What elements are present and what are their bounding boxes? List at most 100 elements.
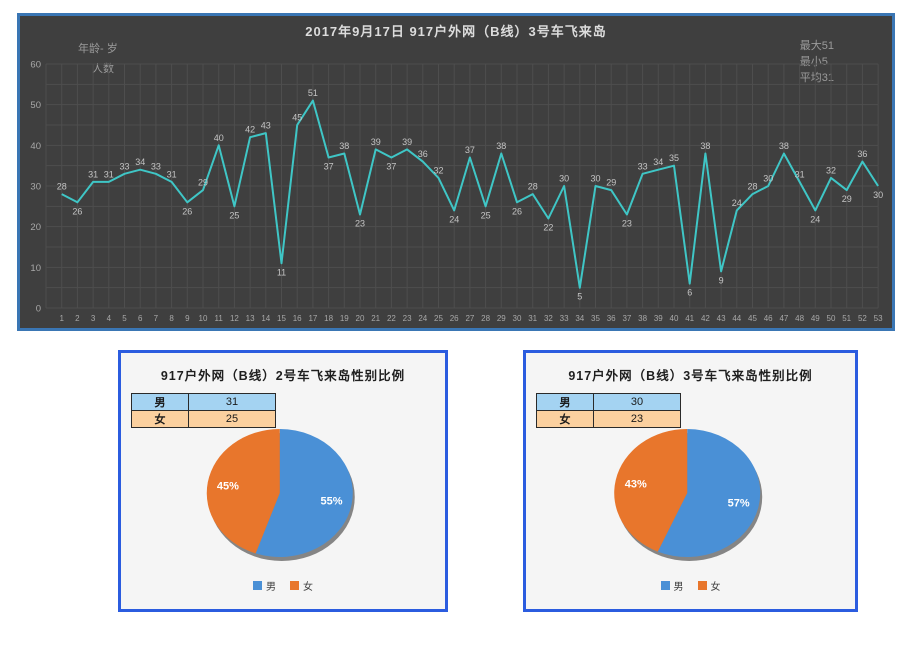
legend-item-female: 女 xyxy=(290,578,313,593)
svg-text:38: 38 xyxy=(496,141,506,151)
legend-female-label: 女 xyxy=(303,582,313,593)
table-row-male: 男 30 xyxy=(536,393,681,411)
svg-text:35: 35 xyxy=(669,153,679,163)
svg-text:29: 29 xyxy=(198,178,208,188)
stat-min: 最小5 xyxy=(799,56,828,68)
svg-text:43%: 43% xyxy=(625,479,647,491)
female-value-cell: 25 xyxy=(188,410,276,428)
svg-text:17: 17 xyxy=(308,314,317,323)
svg-text:35: 35 xyxy=(591,314,600,323)
svg-text:34: 34 xyxy=(575,314,584,323)
male-value-cell: 31 xyxy=(188,393,276,411)
pie-bus2-title: 917户外网（B线）2号车飞来岛性别比例 xyxy=(160,369,406,383)
svg-text:33: 33 xyxy=(119,161,129,171)
table-row-female: 女 23 xyxy=(536,410,681,428)
svg-text:24: 24 xyxy=(449,214,459,224)
svg-text:23: 23 xyxy=(403,314,412,323)
svg-text:30: 30 xyxy=(513,314,522,323)
svg-text:13: 13 xyxy=(246,314,255,323)
female-swatch-icon xyxy=(290,581,299,590)
svg-text:14: 14 xyxy=(261,314,270,323)
svg-text:37: 37 xyxy=(465,145,475,155)
male-swatch-icon xyxy=(253,581,262,590)
svg-text:5: 5 xyxy=(122,314,127,323)
svg-text:40: 40 xyxy=(30,141,41,152)
svg-text:55%: 55% xyxy=(321,496,343,508)
svg-text:7: 7 xyxy=(154,314,159,323)
svg-text:37: 37 xyxy=(622,314,631,323)
pie-bus3-table: 男 30 女 23 xyxy=(536,393,681,428)
female-label-cell: 女 xyxy=(536,410,594,428)
svg-text:11: 11 xyxy=(215,314,224,323)
svg-text:22: 22 xyxy=(387,314,396,323)
svg-text:19: 19 xyxy=(340,314,349,323)
svg-text:15: 15 xyxy=(277,314,286,323)
pie-panel-bus2: 55% 45% 917户外网（B线）2号车飞来岛性别比例 男 31 女 25 男 … xyxy=(118,350,448,612)
svg-text:6: 6 xyxy=(138,314,143,323)
line-chart-title: 2017年9月17日 917户外网（B线）3号车飞来岛 xyxy=(305,24,607,39)
svg-text:51: 51 xyxy=(842,314,851,323)
svg-text:50: 50 xyxy=(30,100,41,111)
svg-text:9: 9 xyxy=(719,275,724,285)
svg-text:10: 10 xyxy=(30,263,41,274)
svg-text:45: 45 xyxy=(292,113,302,123)
svg-text:43: 43 xyxy=(261,121,271,131)
svg-text:30: 30 xyxy=(873,190,883,200)
svg-text:31: 31 xyxy=(104,169,114,179)
svg-text:40: 40 xyxy=(670,314,679,323)
svg-text:48: 48 xyxy=(795,314,804,323)
svg-text:26: 26 xyxy=(182,206,192,216)
svg-text:38: 38 xyxy=(700,141,710,151)
svg-text:26: 26 xyxy=(512,206,522,216)
svg-text:23: 23 xyxy=(355,218,365,228)
svg-text:24: 24 xyxy=(418,314,427,323)
male-value-cell: 30 xyxy=(593,393,681,411)
svg-text:12: 12 xyxy=(230,314,239,323)
male-label-cell: 男 xyxy=(131,393,189,411)
svg-text:31: 31 xyxy=(795,169,805,179)
svg-text:53: 53 xyxy=(874,314,883,323)
stat-avg: 平均31 xyxy=(799,72,834,84)
svg-text:60: 60 xyxy=(30,60,41,71)
female-value-cell: 23 xyxy=(593,410,681,428)
y-axis-caption-age: 年龄- 岁 xyxy=(78,43,118,55)
svg-text:50: 50 xyxy=(827,314,836,323)
svg-text:32: 32 xyxy=(826,165,836,175)
svg-text:36: 36 xyxy=(857,149,867,159)
svg-text:38: 38 xyxy=(638,314,647,323)
male-label-cell: 男 xyxy=(536,393,594,411)
svg-text:39: 39 xyxy=(402,137,412,147)
svg-text:23: 23 xyxy=(622,218,632,228)
svg-text:43: 43 xyxy=(717,314,726,323)
pie-panel-bus3: 57% 43% 917户外网（B线）3号车飞来岛性别比例 男 30 女 23 男 … xyxy=(523,350,858,612)
pie-bus3-title: 917户外网（B线）3号车飞来岛性别比例 xyxy=(568,369,813,383)
svg-text:29: 29 xyxy=(842,194,852,204)
svg-text:27: 27 xyxy=(465,314,474,323)
svg-text:6: 6 xyxy=(687,288,692,298)
svg-text:20: 20 xyxy=(356,314,365,323)
svg-text:37: 37 xyxy=(386,162,396,172)
male-swatch-icon xyxy=(660,581,670,590)
svg-text:31: 31 xyxy=(88,169,98,179)
svg-text:1: 1 xyxy=(59,314,64,323)
svg-text:38: 38 xyxy=(339,141,349,151)
svg-text:28: 28 xyxy=(528,182,538,192)
svg-text:5: 5 xyxy=(577,292,582,302)
svg-text:24: 24 xyxy=(732,198,742,208)
svg-text:33: 33 xyxy=(151,161,161,171)
legend-item-female: 女 xyxy=(697,578,721,593)
svg-text:28: 28 xyxy=(57,182,67,192)
pie-bus2-svg: 55% 45% xyxy=(206,429,355,561)
svg-text:42: 42 xyxy=(245,125,255,135)
svg-text:30: 30 xyxy=(590,174,600,184)
pie-bus3-svg: 57% 43% xyxy=(614,429,763,561)
legend-item-male: 男 xyxy=(660,578,684,593)
svg-text:30: 30 xyxy=(30,182,41,193)
svg-text:51: 51 xyxy=(308,88,318,98)
svg-text:36: 36 xyxy=(418,149,428,159)
svg-text:29: 29 xyxy=(497,314,506,323)
svg-text:2: 2 xyxy=(75,314,80,323)
legend-male-label: 男 xyxy=(673,582,684,593)
svg-text:36: 36 xyxy=(607,314,616,323)
